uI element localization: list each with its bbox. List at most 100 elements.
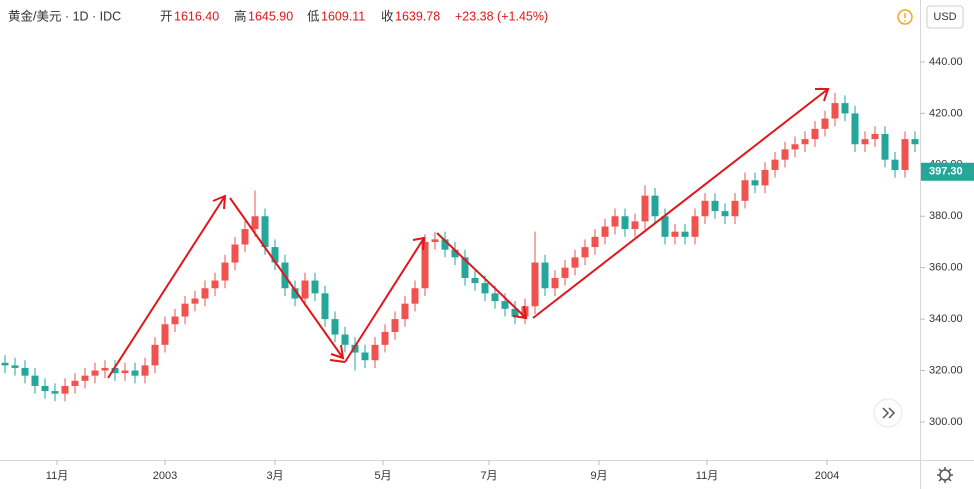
candle-body (901, 139, 909, 170)
candle-body (111, 367, 119, 374)
candle-body (31, 375, 39, 386)
candle-body (461, 257, 469, 278)
candle-body (341, 334, 349, 345)
candle-body (141, 365, 149, 376)
candle-body (771, 159, 779, 170)
alert-circle (897, 9, 913, 25)
candle-body (51, 391, 59, 394)
candle-body (611, 216, 619, 227)
alert-icon[interactable] (897, 9, 913, 25)
candle-body (671, 231, 679, 237)
x-tick-label: 2003 (153, 470, 177, 482)
x-tick-label: 11月 (46, 470, 68, 482)
candle-body (651, 195, 659, 217)
x-tick-label: 5月 (374, 470, 391, 482)
candle-body (271, 247, 279, 263)
candle-body (1, 362, 9, 366)
gear-teeth (937, 467, 953, 483)
candle-body (91, 370, 99, 376)
scroll-icon (882, 407, 896, 419)
candle-body (881, 133, 889, 160)
candle-body (621, 216, 629, 230)
candle-body (301, 280, 309, 299)
candle-body (171, 316, 179, 325)
candle-body (441, 239, 449, 250)
candle-body (761, 169, 769, 186)
settings-button[interactable] (937, 467, 953, 483)
currency-box[interactable] (926, 5, 964, 29)
candle-body (211, 280, 219, 289)
y-tick-label: 380.00 (929, 210, 963, 222)
candle-body (191, 298, 199, 304)
candle-body (161, 324, 169, 345)
y-tick-label: 340.00 (929, 313, 963, 325)
last-price-tag (921, 162, 974, 181)
candles (1, 92, 919, 402)
candle-body (511, 308, 519, 317)
arrow (329, 359, 346, 363)
arrow (229, 197, 345, 360)
candle-body (291, 288, 299, 299)
arrow (532, 88, 830, 319)
candle-body (131, 370, 139, 376)
candle-body (21, 367, 29, 376)
candle-body (81, 375, 89, 381)
label: 高 (234, 8, 247, 23)
arrow (344, 236, 426, 363)
candle-body (871, 133, 879, 140)
x-tick-label: 9月 (590, 470, 607, 482)
label: 收 (381, 9, 394, 23)
candle-body (421, 241, 429, 289)
candle-body (911, 139, 919, 145)
candle-body (201, 288, 209, 299)
currency: USD (933, 11, 956, 23)
candle-body (71, 380, 79, 386)
x-axis: 11月 2003 3月 5月 7月 9月 11月 2004 (46, 460, 839, 482)
candle-body (151, 344, 159, 366)
candle-body (321, 293, 329, 320)
candle-body (751, 180, 759, 186)
value: 1639.78 (395, 9, 440, 23)
candle-body (721, 211, 729, 217)
alert-dot (904, 20, 906, 22)
candle-body (371, 344, 379, 361)
symbol: 黄金/美元 · 1D · IDC (8, 8, 121, 23)
candle-body (631, 221, 639, 230)
candle-body (401, 303, 409, 320)
candle-body (801, 139, 809, 145)
candle-body (41, 385, 49, 392)
scroll-button[interactable] (873, 398, 903, 428)
y-axis: 300.00320.00340.00360.00380.00400.00420.… (920, 56, 963, 428)
y-tick-label: 300.00 (929, 416, 963, 428)
candle-body (221, 262, 229, 281)
y-tick-label: 420.00 (929, 107, 963, 119)
candle-body (181, 303, 189, 317)
last-price-label: 397.30 (929, 166, 963, 178)
label: 开 (160, 9, 173, 23)
y-tick-label: 320.00 (929, 364, 963, 376)
candle-body (431, 239, 439, 242)
value: 1645.90 (248, 9, 293, 23)
candle-body (811, 128, 819, 140)
candle-body (781, 149, 789, 160)
candle-body (851, 113, 859, 145)
candle-body (11, 365, 19, 368)
trend-arrows (107, 88, 830, 379)
candle-body (821, 118, 829, 129)
candle-body (831, 103, 839, 119)
candle-body (641, 195, 649, 222)
candle-body (561, 267, 569, 278)
value: 1609.11 (321, 9, 365, 23)
candle-body (601, 226, 609, 237)
candle-body (791, 144, 799, 150)
header: 黄金/美元 · 1D · IDC 开 1616.40 高 1645.90 低 1… (8, 8, 548, 23)
candle-body (381, 331, 389, 345)
candle-body (361, 352, 369, 361)
candle-body (311, 280, 319, 294)
candle-body (241, 229, 249, 245)
x-tick-label: 2004 (815, 470, 839, 482)
candle-body (691, 216, 699, 237)
